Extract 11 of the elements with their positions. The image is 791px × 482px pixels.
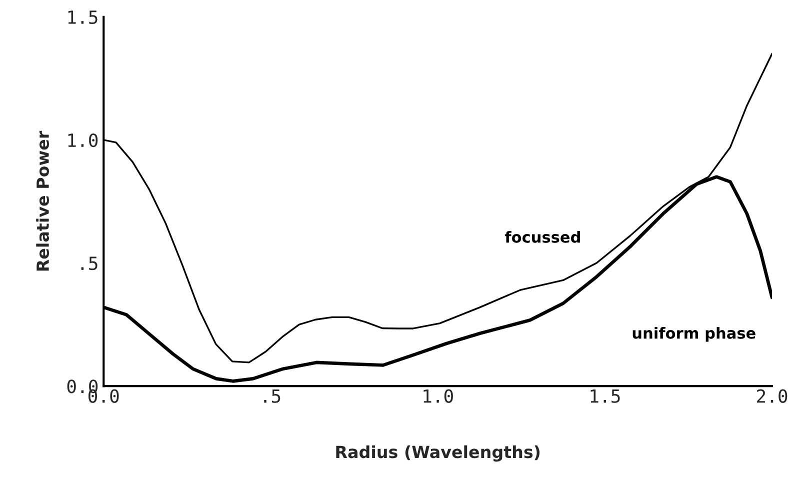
x-tick-label: 2.0	[757, 389, 788, 403]
x-tick-label: 1.0	[424, 389, 453, 403]
text: uniform phase	[632, 327, 756, 342]
x-axis-title: Radius (Wavelengths)	[336, 445, 540, 462]
x-tick-label: 1.5	[590, 390, 620, 403]
y-tick-label: .5	[81, 256, 98, 270]
y-tick-label: 1.0	[68, 133, 98, 148]
series-label: focussed	[504, 231, 580, 243]
y-tick-label: 1.5	[68, 10, 98, 24]
x-tick-label: .5	[264, 390, 280, 403]
y-axis-title: Relative Power	[36, 130, 50, 271]
